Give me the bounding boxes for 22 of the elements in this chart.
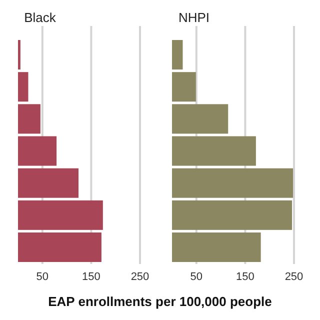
x-tick-label: 50 bbox=[36, 271, 49, 283]
bar bbox=[172, 232, 261, 262]
bar bbox=[172, 72, 196, 102]
bar bbox=[18, 200, 103, 230]
bar bbox=[18, 168, 79, 198]
bar bbox=[18, 72, 28, 102]
bar bbox=[18, 232, 102, 262]
x-tick-label: 150 bbox=[236, 271, 254, 283]
x-tick-label: 50 bbox=[190, 271, 203, 283]
chart-title: NHPI bbox=[178, 10, 210, 25]
bar bbox=[172, 168, 294, 198]
bar bbox=[172, 200, 292, 230]
chart-title: Black bbox=[24, 10, 56, 25]
x-axis-title: EAP enrollments per 100,000 people bbox=[48, 294, 272, 309]
x-tick-label: 250 bbox=[284, 271, 304, 283]
x-tick-label: 150 bbox=[82, 271, 100, 283]
x-tick-label: 250 bbox=[130, 271, 150, 283]
bar bbox=[172, 104, 228, 134]
bar bbox=[18, 104, 40, 134]
bar bbox=[18, 136, 57, 166]
bar bbox=[172, 40, 183, 70]
bar bbox=[172, 136, 256, 166]
